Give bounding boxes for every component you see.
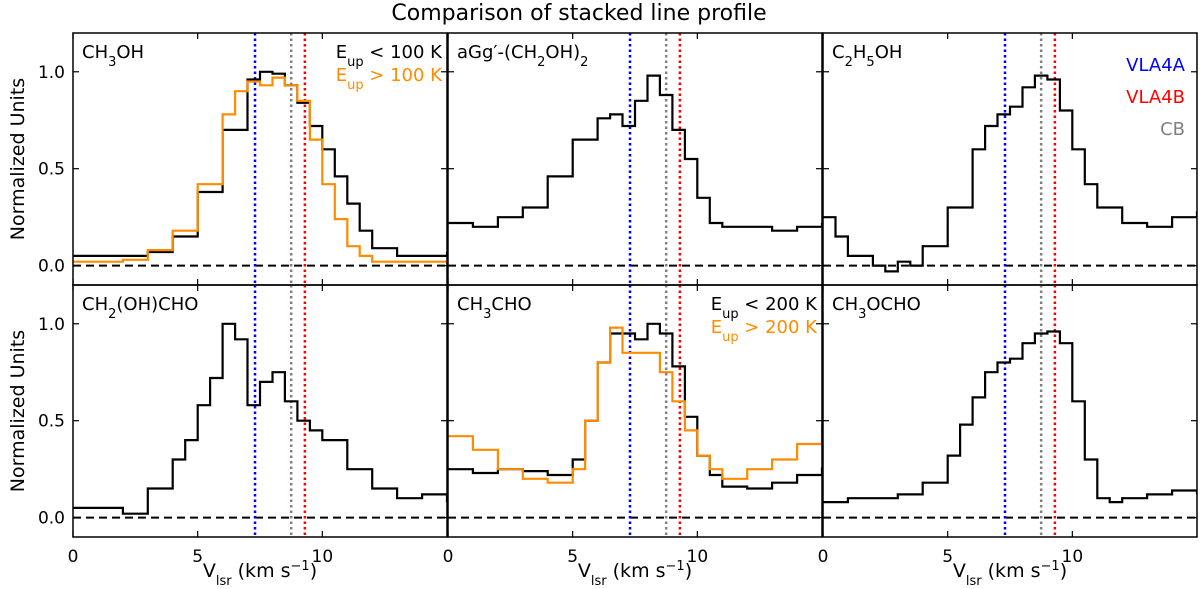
x-tick-label: 10 — [312, 547, 334, 567]
series-group — [448, 74, 822, 232]
reference-legend-vla4b: VLA4B — [1126, 87, 1185, 108]
reference-legend-cb: CB — [1160, 119, 1185, 140]
panel-frame — [72, 284, 448, 538]
series-group — [823, 330, 1197, 504]
x-axis-label: Vlsr (km s−1) — [203, 559, 317, 586]
series-group — [73, 322, 447, 515]
panel-title: CH3OH — [82, 42, 144, 70]
panel-title: C2H5OH — [832, 42, 902, 70]
panel-2: aGg′-(CH2OH)2 — [447, 32, 823, 286]
panel-title: CH2(OH)CHO — [82, 294, 198, 322]
panel-title: CH3CHO — [457, 294, 532, 322]
x-tick-label: 0 — [443, 547, 454, 567]
y-tick-label: 0.5 — [38, 160, 65, 180]
x-tick-label: 5 — [192, 547, 203, 567]
panel-frame — [447, 32, 823, 286]
x-tick-label: 0 — [818, 547, 829, 567]
series-legend-entry: Eup > 100 K — [336, 65, 443, 93]
series-line-black — [73, 322, 447, 515]
series-group — [448, 322, 822, 490]
figure-title: Comparison of stacked line profile — [391, 1, 766, 26]
x-tick-label: 10 — [687, 547, 709, 567]
series-group — [823, 74, 1197, 273]
panel-4: 0.0 0.5 1.0 0 5 10 CH2(OH)CHO Normalized Units V… — [7, 284, 448, 589]
series-legend-entry: Eup < 200 K — [711, 294, 818, 322]
y-axis-label: Normalized Units — [7, 78, 29, 240]
series-group — [73, 70, 447, 266]
series-line-black — [448, 74, 822, 232]
panel-6: 0 5 10 CH3OCHO Vlsr (km s−1) — [818, 284, 1198, 589]
y-tick-label: 1.0 — [38, 315, 65, 335]
series-line-black — [823, 330, 1197, 504]
x-axis-label: Vlsr (km s−1) — [578, 559, 692, 586]
series-line-orange — [448, 326, 822, 484]
series-line-orange — [73, 76, 447, 266]
x-tick-label: 5 — [942, 547, 953, 567]
y-tick-label: 0.5 — [38, 412, 65, 432]
panel-title: CH3OCHO — [832, 294, 921, 322]
series-line-black — [823, 74, 1197, 273]
series-line-black — [448, 322, 822, 490]
panel-3: C2H5OH VLA4A VLA4B CB — [822, 32, 1198, 286]
series-legend-entry: Eup > 200 K — [711, 317, 818, 345]
series-legend-entry: Eup < 100 K — [336, 42, 443, 70]
panel-title: aGg′-(CH2OH)2 — [457, 42, 588, 70]
x-tick-label: 0 — [68, 547, 79, 567]
reference-legend-vla4a: VLA4A — [1126, 55, 1186, 76]
panel-frame — [447, 284, 823, 538]
x-axis-label: Vlsr (km s−1) — [953, 559, 1067, 586]
panel-frame — [822, 284, 1198, 538]
series-line-black — [73, 70, 447, 257]
y-tick-label: 0.0 — [38, 257, 65, 277]
y-axis-label: Normalized Units — [7, 330, 29, 492]
x-tick-label: 10 — [1062, 547, 1084, 567]
x-tick-label: 5 — [567, 547, 578, 567]
y-tick-label: 1.0 — [38, 63, 65, 83]
y-tick-label: 0.0 — [38, 509, 65, 529]
